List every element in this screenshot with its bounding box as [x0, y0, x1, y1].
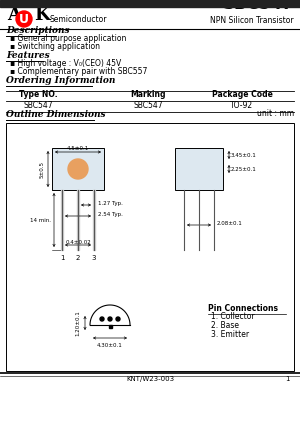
Text: Ordering Information: Ordering Information [6, 76, 116, 85]
Text: 3.45±0.1: 3.45±0.1 [231, 153, 257, 158]
Text: SBC547: SBC547 [222, 0, 294, 13]
Text: 2: 2 [76, 255, 80, 261]
Circle shape [100, 317, 104, 321]
Text: Package Code: Package Code [212, 90, 272, 99]
Text: U: U [19, 12, 29, 26]
Bar [6, 123, 294, 371]
Text: Type NO.: Type NO. [19, 90, 57, 99]
Text: 1.20±0.1: 1.20±0.1 [76, 310, 80, 336]
Text: 3. Emitter: 3. Emitter [211, 330, 249, 339]
Text: 1: 1 [60, 255, 64, 261]
Text: Features: Features [6, 51, 50, 60]
Text: 2. Base: 2. Base [211, 321, 239, 330]
Text: NPN Silicon Transistor: NPN Silicon Transistor [210, 16, 294, 25]
Text: ru: ru [244, 178, 256, 192]
Text: Pin Connections: Pin Connections [208, 304, 278, 313]
Text: 2.25±0.1: 2.25±0.1 [231, 167, 257, 172]
Text: 3: 3 [92, 255, 96, 261]
Bar [93, 190, 95, 250]
Text: Outline Dimensions: Outline Dimensions [6, 110, 106, 119]
Text: 4.5±0.1: 4.5±0.1 [67, 146, 89, 151]
Bar [175, 148, 223, 190]
Bar [109, 325, 112, 328]
Text: KNT/W23-003: KNT/W23-003 [126, 376, 174, 382]
Bar [61, 190, 63, 250]
Circle shape [108, 317, 112, 321]
Text: Marking: Marking [130, 90, 166, 99]
Text: TO-92: TO-92 [230, 101, 254, 110]
Text: Descriptions: Descriptions [6, 26, 70, 35]
Text: Semiconductor: Semiconductor [50, 14, 107, 23]
Text: 0.4±0.02: 0.4±0.02 [65, 240, 91, 245]
Text: 1.27 Typ.: 1.27 Typ. [98, 201, 123, 206]
Text: 1: 1 [286, 376, 290, 382]
Bar [77, 190, 79, 250]
Text: ▪ High voltage : V₀(CEO) 45V: ▪ High voltage : V₀(CEO) 45V [10, 59, 121, 68]
Text: unit : mm: unit : mm [257, 109, 294, 118]
Text: ▪ Switching application: ▪ Switching application [10, 42, 100, 51]
Bar [0, 0, 300, 7]
Circle shape [68, 159, 88, 179]
Text: 2.08±0.1: 2.08±0.1 [217, 221, 243, 226]
Text: 4.30±0.1: 4.30±0.1 [97, 343, 123, 348]
Circle shape [116, 317, 120, 321]
Text: 14 min.: 14 min. [30, 218, 51, 223]
Text: K: K [34, 6, 50, 24]
Text: ▪ Complementary pair with SBC557: ▪ Complementary pair with SBC557 [10, 67, 147, 76]
Text: 2.54 Typ.: 2.54 Typ. [98, 212, 123, 216]
Bar [52, 148, 104, 190]
Text: SBC547: SBC547 [133, 101, 163, 110]
Text: A: A [7, 6, 21, 24]
Text: SBC547: SBC547 [23, 101, 53, 110]
Text: ▪ General purpose application: ▪ General purpose application [10, 34, 126, 43]
Text: 5±0.5: 5±0.5 [40, 161, 44, 178]
Text: 1. Collector: 1. Collector [211, 312, 255, 321]
Text: ЭЛЕКТРОННЫЙ  ПОРТАЛ: ЭЛЕКТРОННЫЙ ПОРТАЛ [96, 230, 204, 240]
Text: kazus: kazus [83, 189, 217, 231]
Circle shape [16, 11, 32, 27]
